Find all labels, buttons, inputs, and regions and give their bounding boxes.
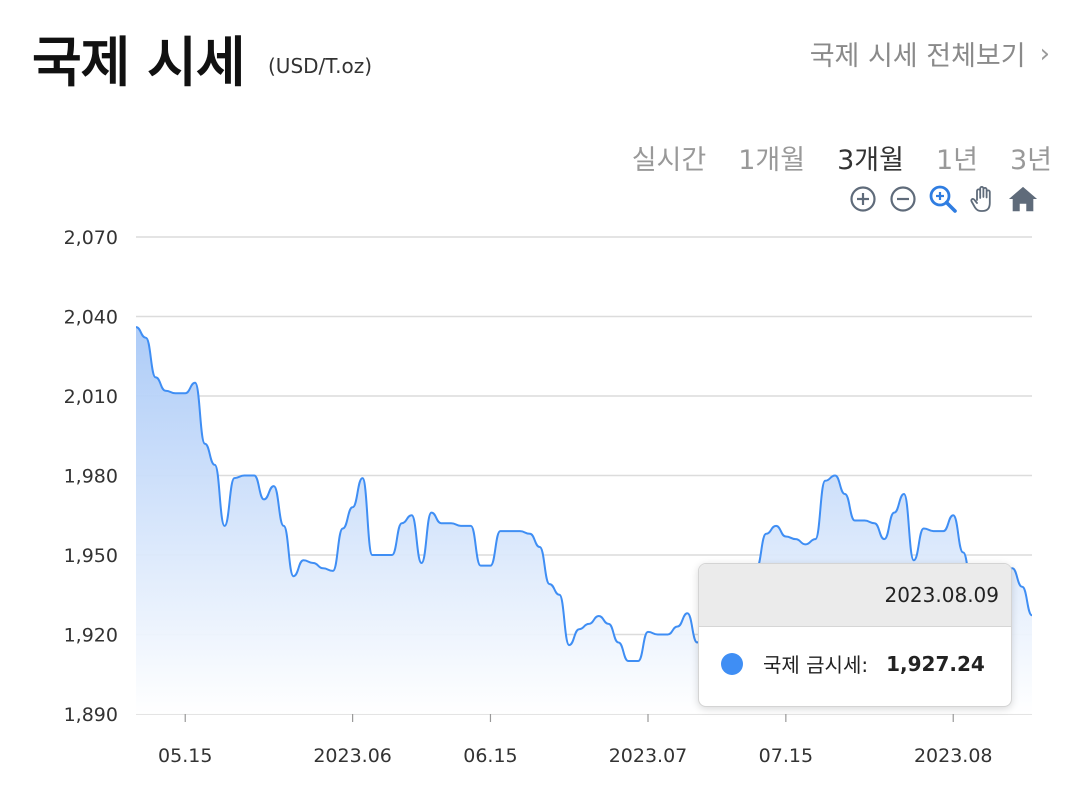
y-tick-label: 1,890 bbox=[64, 704, 118, 726]
tooltip-value: 1,927.24 bbox=[886, 651, 985, 676]
x-tick-label: 07.15 bbox=[759, 745, 813, 767]
y-tick-label: 2,010 bbox=[64, 386, 118, 408]
x-tick-label: 2023.06 bbox=[313, 745, 392, 767]
tooltip-date: 2023.08.09 bbox=[884, 583, 999, 607]
home-reset-icon[interactable] bbox=[1008, 184, 1038, 214]
tab-1-year[interactable]: 1년 bbox=[935, 145, 978, 176]
chart-tooltip: 2023.08.09 국제 금시세: 1,927.24 bbox=[698, 563, 1012, 707]
pan-hand-icon[interactable] bbox=[968, 184, 998, 214]
tab-3-months[interactable]: 3개월 bbox=[837, 145, 904, 176]
page-title: 국제 시세 bbox=[32, 31, 246, 94]
chevron-right-icon: › bbox=[1039, 38, 1050, 69]
x-tick-label: 2023.08 bbox=[914, 745, 993, 767]
x-tick-label: 06.15 bbox=[463, 745, 517, 767]
zoom-out-icon[interactable] bbox=[888, 184, 918, 214]
tooltip-series-label: 국제 금시세: bbox=[763, 653, 869, 677]
price-line bbox=[135, 326, 1033, 662]
y-tick-label: 2,070 bbox=[64, 227, 118, 249]
series-marker-dot bbox=[721, 652, 743, 675]
tab-realtime[interactable]: 실시간 bbox=[631, 145, 707, 176]
tab-3-years[interactable]: 3년 bbox=[1009, 145, 1052, 176]
zoom-in-icon[interactable] bbox=[848, 184, 878, 214]
view-all-label: 국제 시세 전체보기 bbox=[809, 41, 1026, 72]
chart-toolbar bbox=[848, 184, 1038, 214]
x-tick-label: 05.15 bbox=[158, 745, 212, 767]
view-all-link[interactable]: 국제 시세 전체보기 › bbox=[810, 34, 1050, 73]
zoom-select-icon[interactable] bbox=[928, 184, 958, 214]
y-tick-label: 2,040 bbox=[64, 307, 118, 329]
y-tick-label: 1,950 bbox=[64, 545, 118, 567]
unit-label: (USD/T.oz) bbox=[268, 54, 373, 78]
y-tick-label: 1,980 bbox=[64, 466, 118, 488]
tab-1-month[interactable]: 1개월 bbox=[738, 145, 806, 176]
y-tick-label: 1,920 bbox=[64, 625, 118, 647]
x-tick-label: 2023.07 bbox=[609, 745, 688, 767]
period-tabs: 실시간 1개월 3개월 1년 3년 bbox=[632, 138, 1052, 177]
